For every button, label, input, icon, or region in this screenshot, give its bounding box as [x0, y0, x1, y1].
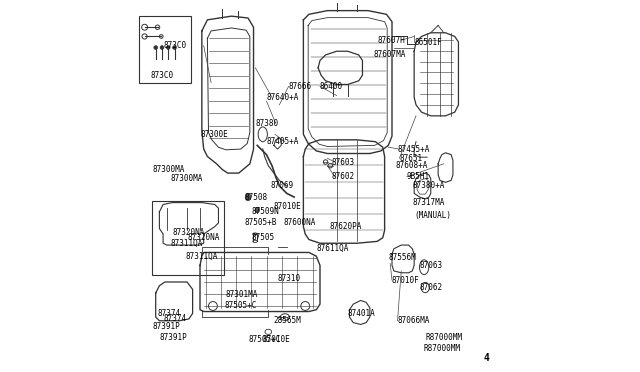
Text: 87301MA: 87301MA [226, 291, 258, 299]
Ellipse shape [255, 207, 259, 213]
Circle shape [173, 46, 177, 49]
Text: 87069: 87069 [270, 182, 293, 190]
Text: 87374: 87374 [163, 314, 186, 323]
Text: 87602: 87602 [331, 172, 354, 181]
Text: 87310: 87310 [278, 274, 301, 283]
Text: 87603: 87603 [331, 157, 354, 167]
Text: 87010E: 87010E [274, 202, 301, 211]
Text: 87317MA: 87317MA [412, 198, 445, 207]
Text: 873C0: 873C0 [163, 41, 186, 50]
Text: 87607MA: 87607MA [374, 51, 406, 60]
Circle shape [166, 46, 170, 49]
Text: 87509N: 87509N [252, 207, 280, 217]
Text: 87300E: 87300E [200, 130, 228, 139]
Text: 86400: 86400 [320, 82, 343, 91]
Text: 87651: 87651 [399, 154, 422, 163]
Text: 87600NA: 87600NA [283, 218, 316, 227]
Text: 87320NA: 87320NA [172, 228, 205, 237]
Text: 873C0: 873C0 [150, 71, 173, 80]
Bar [152, 201, 224, 275]
Text: 87608+A: 87608+A [396, 161, 428, 170]
Text: 87505+B: 87505+B [244, 218, 276, 227]
Text: 87380+A: 87380+A [412, 182, 445, 190]
Text: 87311QA: 87311QA [185, 251, 218, 261]
Text: 86501F: 86501F [414, 38, 442, 46]
Text: 87401A: 87401A [348, 309, 376, 318]
Circle shape [154, 46, 157, 49]
Text: 87300MA: 87300MA [170, 174, 203, 183]
Text: 87300MA: 87300MA [152, 165, 184, 174]
Text: 87556M: 87556M [388, 253, 416, 263]
Text: 87607H: 87607H [377, 36, 405, 45]
Text: 87380: 87380 [255, 119, 278, 128]
Text: 87063: 87063 [420, 261, 443, 270]
Text: R87000MM: R87000MM [425, 333, 462, 342]
Text: 87666: 87666 [289, 82, 312, 91]
Text: (MANUAL): (MANUAL) [414, 211, 451, 220]
Text: 9B5H1: 9B5H1 [407, 172, 430, 181]
Text: 87391P: 87391P [159, 333, 187, 342]
Text: R87000MM: R87000MM [424, 344, 460, 353]
Ellipse shape [245, 193, 251, 201]
Text: 87320NA: 87320NA [187, 233, 220, 242]
Text: 87010F: 87010F [392, 276, 420, 285]
Text: 87455+A: 87455+A [397, 145, 430, 154]
Bar [139, 16, 191, 83]
Text: 87505+C: 87505+C [248, 335, 280, 344]
Text: 87066MA: 87066MA [397, 316, 430, 325]
Text: 87062: 87062 [420, 283, 443, 292]
Text: 87640+A: 87640+A [266, 93, 299, 102]
Text: 87374: 87374 [157, 309, 180, 318]
Text: 4: 4 [484, 353, 490, 363]
Text: 87405+A: 87405+A [266, 137, 299, 146]
Text: 87311QA: 87311QA [170, 239, 203, 248]
Text: 87505: 87505 [252, 233, 275, 242]
Text: 87505+C: 87505+C [224, 301, 257, 311]
Text: 87508: 87508 [244, 193, 268, 202]
Text: 87611QA: 87611QA [316, 244, 349, 253]
Text: 87391P: 87391P [152, 322, 180, 331]
Text: 87620PA: 87620PA [329, 222, 362, 231]
Text: 87010E: 87010E [263, 335, 291, 344]
Text: 28565M: 28565M [274, 316, 301, 325]
Circle shape [160, 46, 164, 49]
